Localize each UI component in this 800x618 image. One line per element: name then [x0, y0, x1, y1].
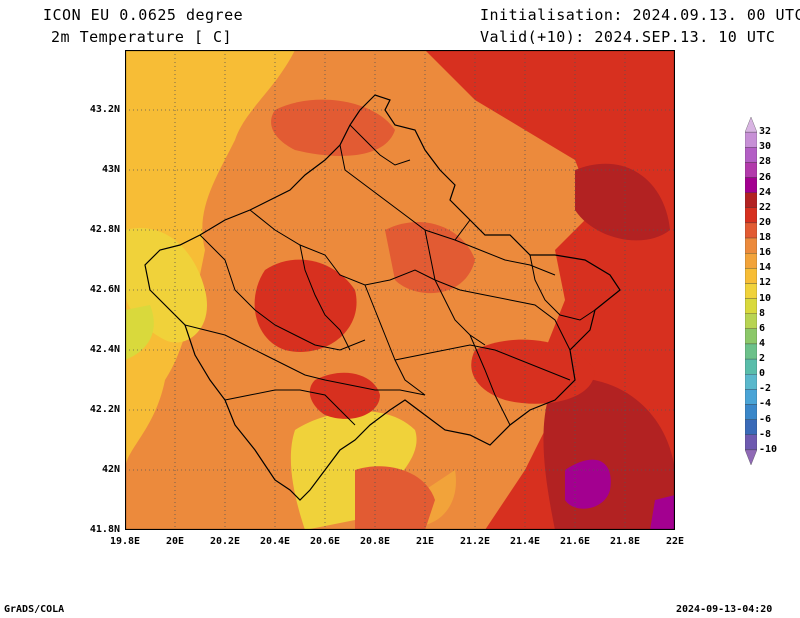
colorbar-label: 12 — [759, 277, 772, 289]
colorbar-swatch — [745, 404, 757, 420]
colorbar-swatch — [745, 131, 757, 148]
lon-tick: 21.6E — [559, 536, 591, 547]
lon-tick: 21.8E — [609, 536, 641, 547]
colorbar-label: 10 — [759, 292, 772, 304]
colorbar-label: 26 — [759, 171, 772, 183]
colorbar-swatch — [745, 253, 757, 269]
colorbar-label: -6 — [759, 413, 772, 425]
lon-tick: 21E — [415, 536, 435, 547]
lat-tick: 42N — [101, 464, 120, 475]
colorbar-label: 4 — [759, 337, 766, 349]
colorbar-swatch — [745, 147, 757, 163]
credit-label: GrADS/COLA — [4, 604, 65, 615]
colorbar-label: 32 — [759, 126, 772, 138]
lat-tick: 41.8N — [89, 524, 120, 535]
colorbar-swatch — [745, 449, 757, 465]
colorbar-label: -2 — [759, 383, 772, 395]
timestamp-label: 2024-09-13-04:20 — [676, 604, 773, 615]
graticule — [125, 50, 675, 530]
colorbar-swatch — [745, 374, 757, 390]
colorbar-swatch — [745, 343, 757, 360]
colorbar-label: -10 — [759, 443, 778, 455]
lon-tick: 21.4E — [509, 536, 541, 547]
colorbar-swatch — [745, 283, 757, 299]
colorbar-label: 14 — [759, 262, 772, 274]
colorbar-label: 8 — [759, 307, 766, 319]
colorbar-label: 6 — [759, 322, 766, 334]
valid-time: Valid(+10): 2024.SEP.13. 10 UTC — [480, 28, 776, 46]
lon-tick: 20.8E — [359, 536, 391, 547]
colorbar-label: 20 — [759, 216, 772, 228]
lon-tick: 20.6E — [309, 536, 341, 547]
district-borders — [184, 124, 596, 426]
colorbar-swatch — [745, 328, 757, 345]
colorbar-swatch — [745, 237, 757, 254]
lat-tick: 43.2N — [89, 104, 120, 115]
colorbar-swatch — [745, 358, 757, 375]
colorbar-label: 18 — [759, 232, 772, 244]
colorbar-label: 24 — [759, 186, 772, 198]
colorbar-label: 16 — [759, 247, 772, 259]
colorbar-swatch — [745, 162, 757, 178]
colorbar-swatch — [745, 207, 757, 224]
lon-tick: 19.8E — [109, 536, 141, 547]
lat-tick: 42.8N — [89, 224, 120, 235]
model-title: ICON EU 0.0625 degree — [43, 6, 244, 24]
lon-tick: 22E — [665, 536, 685, 547]
lon-tick: 20.4E — [259, 536, 291, 547]
colorbar-swatch — [745, 222, 757, 239]
colorbar-swatch — [745, 192, 757, 208]
colorbar-label: 22 — [759, 201, 772, 213]
colorbar — [745, 117, 757, 465]
colorbar-swatch — [745, 268, 757, 284]
temperature-map — [125, 50, 675, 530]
colorbar-swatch — [745, 419, 757, 435]
lat-tick: 42.6N — [89, 284, 120, 295]
colorbar-swatch — [745, 177, 757, 193]
lon-tick: 21.2E — [459, 536, 491, 547]
lat-tick: 43N — [101, 164, 120, 175]
lat-tick: 42.4N — [89, 344, 120, 355]
colorbar-swatch — [745, 313, 757, 329]
colorbar-label: 28 — [759, 156, 772, 168]
colorbar-swatch — [745, 117, 757, 133]
colorbar-swatch — [745, 298, 757, 314]
init-time: Initialisation: 2024.09.13. 00 UTC — [480, 6, 800, 24]
lon-tick: 20E — [165, 536, 185, 547]
map-frame — [125, 50, 675, 530]
field-title: 2m Temperature [ C] — [51, 28, 233, 46]
temperature-field — [125, 50, 675, 530]
colorbar-label: 30 — [759, 141, 772, 153]
colorbar-swatch — [745, 389, 757, 405]
colorbar-label: -4 — [759, 398, 772, 410]
colorbar-swatch — [745, 434, 757, 451]
colorbar-label: -8 — [759, 428, 772, 440]
colorbar-label: 2 — [759, 353, 766, 365]
lat-tick: 42.2N — [89, 404, 120, 415]
lon-tick: 20.2E — [209, 536, 241, 547]
colorbar-label: 0 — [759, 368, 766, 380]
